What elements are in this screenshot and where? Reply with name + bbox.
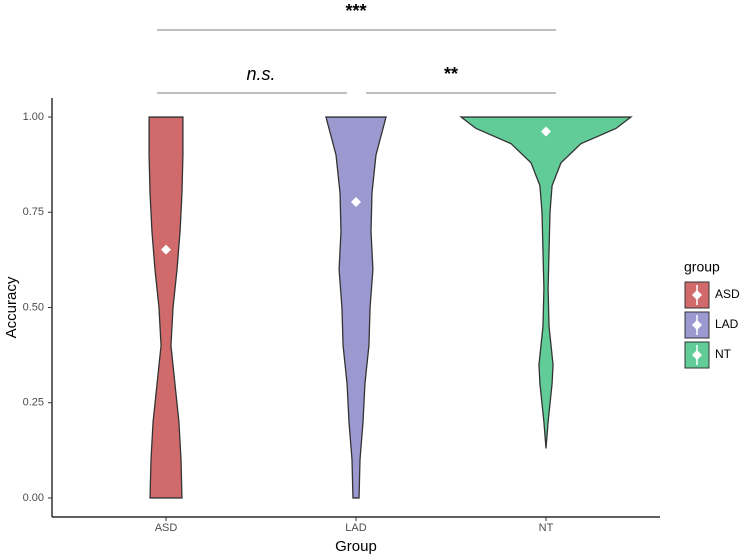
violin: [459, 116, 633, 449]
violin: [325, 116, 387, 499]
x-tick-label: ASD: [155, 522, 178, 534]
mean-point: [161, 244, 171, 255]
violin: [148, 116, 184, 499]
legend-label: NT: [715, 347, 732, 361]
mean-point: [541, 126, 551, 137]
y-tick-label: 0.50: [23, 301, 44, 313]
x-tick-label: LAD: [345, 522, 366, 534]
legend-title: group: [684, 259, 720, 275]
y-tick-label: 1.00: [23, 111, 44, 123]
y-tick-label: 0.00: [23, 492, 44, 504]
significance-label: ***: [345, 1, 366, 21]
x-axis-title: Group: [335, 538, 377, 555]
y-tick-label: 0.75: [23, 206, 44, 218]
legend-label: LAD: [715, 317, 739, 331]
significance-label: **: [444, 64, 458, 84]
y-axis-title: Accuracy: [3, 276, 20, 338]
significance-label: n.s.: [246, 64, 275, 84]
legend-key-point: [692, 350, 702, 360]
mean-point: [351, 196, 361, 207]
legend-label: ASD: [715, 287, 740, 301]
legend-key-point: [692, 320, 702, 330]
x-tick-label: NT: [539, 522, 554, 534]
y-tick-label: 0.25: [23, 397, 44, 409]
legend-key-point: [692, 290, 702, 300]
